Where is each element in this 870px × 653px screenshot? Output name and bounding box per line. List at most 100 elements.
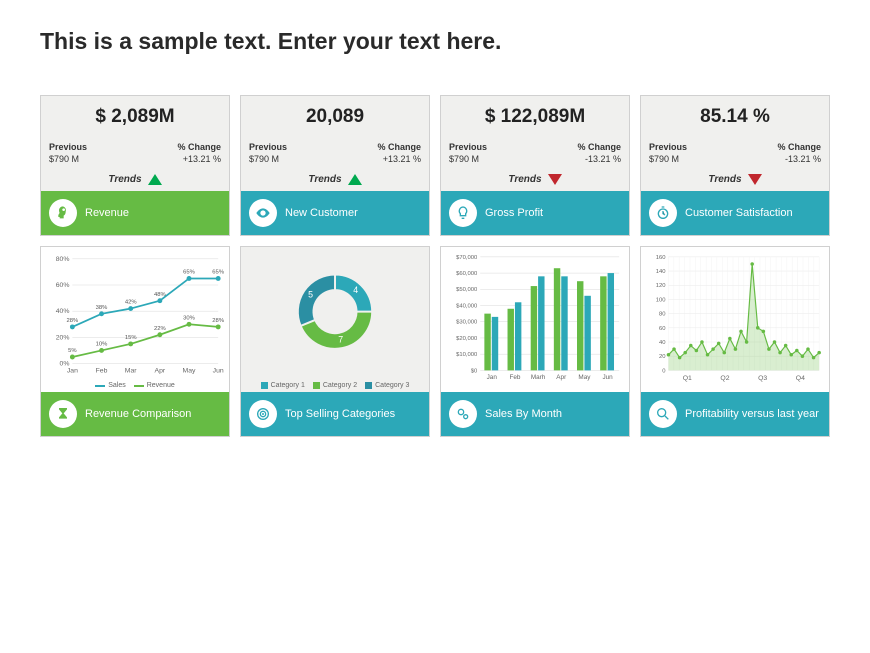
svg-text:28%: 28%: [67, 318, 79, 324]
bar-chart: $0$10,000$20,000$30,000$40,000$50,000$60…: [445, 251, 625, 388]
svg-text:4: 4: [353, 285, 358, 295]
kpi-prev-label: Previous: [249, 142, 287, 152]
chart-card-bar: $0$10,000$20,000$30,000$40,000$50,000$60…: [440, 246, 630, 437]
kpi-value: $ 122,089M: [449, 106, 621, 128]
svg-text:10%: 10%: [96, 342, 108, 348]
kpi-chg: -13.21 %: [785, 154, 821, 164]
svg-text:$60,000: $60,000: [456, 271, 478, 277]
trend-down-icon: [548, 174, 562, 185]
kpi-prev-label: Previous: [449, 142, 487, 152]
donut-chart: 4 7 5: [245, 251, 425, 388]
trends-label: Trends: [108, 174, 141, 185]
kpi-chg: +13.21 %: [183, 154, 221, 164]
clock-icon: [649, 199, 677, 227]
svg-text:$20,000: $20,000: [456, 336, 478, 342]
svg-text:Jun: Jun: [602, 374, 613, 381]
svg-text:$70,000: $70,000: [456, 255, 478, 261]
kpi-chg-label: % Change: [377, 142, 421, 152]
svg-text:Q4: Q4: [796, 375, 805, 382]
svg-text:5: 5: [308, 289, 313, 299]
svg-text:80%: 80%: [56, 256, 70, 263]
svg-text:$30,000: $30,000: [456, 320, 478, 326]
svg-text:Jan: Jan: [67, 367, 78, 374]
svg-text:20: 20: [659, 354, 666, 360]
kpi-footer-label: Customer Satisfaction: [685, 207, 793, 219]
svg-text:May: May: [183, 367, 197, 374]
svg-text:Q2: Q2: [720, 375, 729, 382]
page-title: This is a sample text. Enter your text h…: [40, 28, 830, 55]
chart-card-donut: 4 7 5 Category 1 Category 2 Category 3 Top…: [240, 246, 430, 437]
svg-text:30%: 30%: [183, 316, 195, 322]
gears-icon: [449, 400, 477, 428]
kpi-card-grossprofit: $ 122,089M Previous% Change $790 M-13.21…: [440, 95, 630, 236]
legend-label: Category 1: [271, 382, 305, 389]
svg-text:7: 7: [338, 335, 343, 345]
bulb-icon: [449, 199, 477, 227]
svg-text:40%: 40%: [56, 308, 70, 315]
area-chart: 020406080100120140160Q1Q2Q3Q4: [645, 251, 825, 388]
kpi-chg: -13.21 %: [585, 154, 621, 164]
svg-text:$50,000: $50,000: [456, 287, 478, 293]
svg-text:65%: 65%: [183, 270, 195, 276]
kpi-chg-label: % Change: [777, 142, 821, 152]
svg-text:Jun: Jun: [213, 367, 224, 374]
kpi-prev-label: Previous: [649, 142, 687, 152]
kpi-footer: New Customer: [241, 191, 429, 235]
svg-text:$10,000: $10,000: [456, 352, 478, 358]
chart-legend: Sales Revenue: [41, 382, 229, 389]
eye-icon: [249, 199, 277, 227]
chart-footer-label: Profitability versus last year: [685, 408, 819, 420]
svg-text:Marh: Marh: [531, 374, 546, 381]
dashboard-grid: $ 2,089M Previous% Change $790 M+13.21 %…: [40, 95, 830, 437]
svg-text:65%: 65%: [212, 270, 224, 276]
svg-text:Q3: Q3: [758, 375, 767, 382]
kpi-footer-label: New Customer: [285, 207, 358, 219]
svg-text:120: 120: [656, 283, 667, 289]
trends-label: Trends: [708, 174, 741, 185]
chart-footer: Revenue Comparison: [41, 392, 229, 436]
chart-footer: Top Selling Categories: [241, 392, 429, 436]
kpi-chg-label: % Change: [577, 142, 621, 152]
target-icon: [249, 400, 277, 428]
kpi-footer: Customer Satisfaction: [641, 191, 829, 235]
hourglass-icon: [49, 400, 77, 428]
kpi-prev-label: Previous: [49, 142, 87, 152]
kpi-card-csat: 85.14 % Previous% Change $790 M-13.21 % …: [640, 95, 830, 236]
svg-text:38%: 38%: [96, 305, 108, 311]
trends-label: Trends: [308, 174, 341, 185]
chart-card-line: 0%20%40%60%80%JanFebMarAprMayJun28%38%42…: [40, 246, 230, 437]
kpi-card-newcustomer: 20,089 Previous% Change $790 M+13.21 % T…: [240, 95, 430, 236]
chart-footer-label: Sales By Month: [485, 408, 562, 420]
svg-text:60: 60: [659, 326, 666, 332]
svg-text:Feb: Feb: [96, 367, 108, 374]
svg-text:140: 140: [656, 269, 667, 275]
kpi-value: 85.14 %: [649, 106, 821, 128]
legend-label: Sales: [108, 382, 126, 389]
svg-text:28%: 28%: [212, 318, 224, 324]
svg-text:Feb: Feb: [509, 374, 520, 381]
trends-label: Trends: [508, 174, 541, 185]
kpi-prev: $790 M: [249, 154, 279, 164]
kpi-prev: $790 M: [49, 154, 79, 164]
svg-text:$40,000: $40,000: [456, 304, 478, 310]
trend-up-icon: [348, 174, 362, 185]
svg-text:60%: 60%: [56, 282, 70, 289]
kpi-footer-label: Gross Profit: [485, 207, 543, 219]
legend-label: Category 3: [375, 382, 409, 389]
chart-card-area: 020406080100120140160Q1Q2Q3Q4 Profitabil…: [640, 246, 830, 437]
trend-up-icon: [148, 174, 162, 185]
kpi-footer: Gross Profit: [441, 191, 629, 235]
search-icon: [649, 400, 677, 428]
chart-footer-label: Top Selling Categories: [285, 408, 395, 420]
kpi-prev: $790 M: [649, 154, 679, 164]
svg-text:80: 80: [659, 312, 666, 318]
head-icon: [49, 199, 77, 227]
svg-text:22%: 22%: [154, 326, 166, 332]
svg-text:May: May: [578, 374, 591, 381]
chart-legend: Category 1 Category 2 Category 3: [241, 382, 429, 389]
kpi-chg: +13.21 %: [383, 154, 421, 164]
kpi-footer: Revenue: [41, 191, 229, 235]
svg-text:15%: 15%: [125, 335, 137, 341]
kpi-card-revenue: $ 2,089M Previous% Change $790 M+13.21 %…: [40, 95, 230, 236]
line-chart: 0%20%40%60%80%JanFebMarAprMayJun28%38%42…: [45, 251, 225, 388]
